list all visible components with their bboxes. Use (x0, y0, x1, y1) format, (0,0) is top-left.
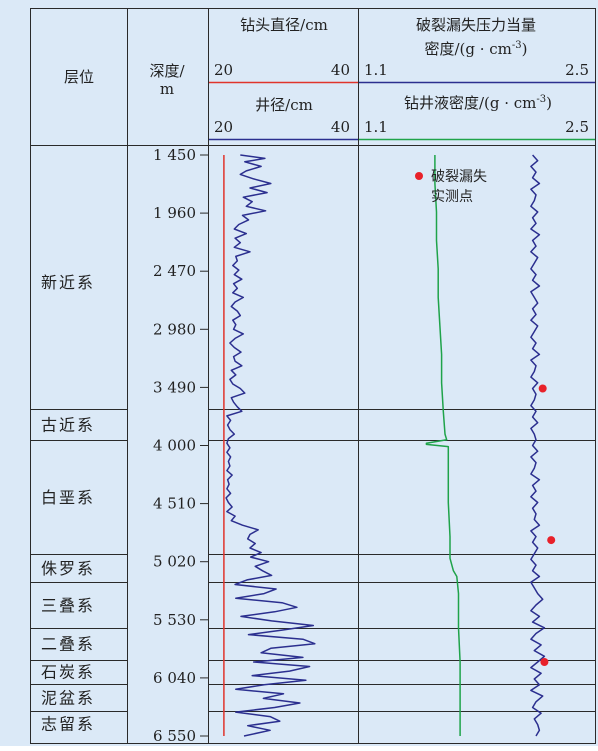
legend-frac-point-line1: 破裂漏失 (431, 169, 487, 185)
hole-title: 井径/cm (255, 96, 313, 114)
depth-tick-label: 2 470 (153, 262, 196, 280)
mud-title-text: 钻井液密度/(g · cm (404, 94, 536, 112)
header-layer: 层位 (64, 68, 94, 86)
strata-label: 二叠系 (41, 635, 95, 654)
strata-label: 志留系 (41, 714, 95, 733)
hole-min-label: 20 (214, 118, 233, 136)
mud-density-line (425, 155, 461, 736)
depth-axis: 1 450 1 960 2 470 2 980 3 490 4 000 4 510 5 020… (153, 146, 208, 745)
bit-min-label: 20 (214, 61, 233, 79)
hole-diameter-line (225, 154, 316, 737)
frac-min-label: 1.1 (364, 61, 388, 79)
bit-title: 钻头直径/cm (240, 16, 328, 34)
legend-frac-point-marker (415, 172, 423, 180)
depth-tick-label: 1 960 (153, 204, 196, 222)
legend-frac-point-line2: 实测点 (431, 189, 473, 205)
depth-tick-label: 2 980 (153, 320, 196, 338)
depth-tick-label: 1 450 (153, 146, 196, 164)
frac-measured-point (547, 536, 556, 545)
depth-tick-label: 6 550 (153, 727, 196, 745)
strata-label: 泥盆系 (41, 688, 95, 707)
header: 层位 深度/ m 钻头直径/cm 20 40 井径/cm 20 40 破裂漏失压… (64, 16, 595, 141)
frac-title-line1: 破裂漏失压力当量 (416, 16, 536, 34)
frac-measured-point (540, 658, 549, 666)
series-layer (223, 154, 556, 737)
depth-tick-label: 5 020 (153, 553, 196, 571)
depth-tick-label: 4 510 (153, 495, 196, 513)
frac-density-line (530, 154, 546, 737)
table-frame (30, 8, 596, 744)
legend: 破裂漏失 实测点 (415, 169, 487, 205)
header-depth-line1: 深度/ (149, 62, 185, 80)
strata-label: 石炭系 (41, 663, 95, 682)
strata-boundaries (30, 409, 595, 712)
frac-max-label: 2.5 (565, 61, 589, 79)
bit-max-label: 40 (331, 61, 350, 79)
mud-title-sup: -3 (536, 94, 546, 105)
frac-title-text: 密度/(g · cm (424, 40, 511, 58)
depth-tick-label: 3 490 (153, 378, 196, 396)
frac-title-close: ) (522, 40, 528, 58)
hole-max-label: 40 (331, 118, 350, 136)
strata-label: 古近系 (41, 415, 95, 434)
depth-tick-label: 6 040 (153, 669, 196, 687)
strata-label: 三叠系 (41, 596, 95, 615)
header-depth-line2: m (160, 80, 174, 98)
depth-tick-label: 4 000 (153, 437, 196, 455)
strata-label: 新近系 (41, 273, 95, 292)
frac-title-line2: 密度/(g · cm-3) (424, 40, 527, 58)
frac-title-sup: -3 (512, 40, 522, 51)
outer-border (30, 8, 596, 744)
strata-label: 白垩系 (41, 488, 95, 507)
strata-label: 侏罗系 (41, 559, 95, 578)
mud-min-label: 1.1 (364, 118, 388, 136)
mud-title: 钻井液密度/(g · cm-3) (404, 94, 552, 112)
frac-measured-point (538, 384, 547, 393)
mud-max-label: 2.5 (565, 118, 589, 136)
mud-title-close: ) (546, 94, 552, 112)
depth-tick-label: 5 530 (153, 611, 196, 629)
